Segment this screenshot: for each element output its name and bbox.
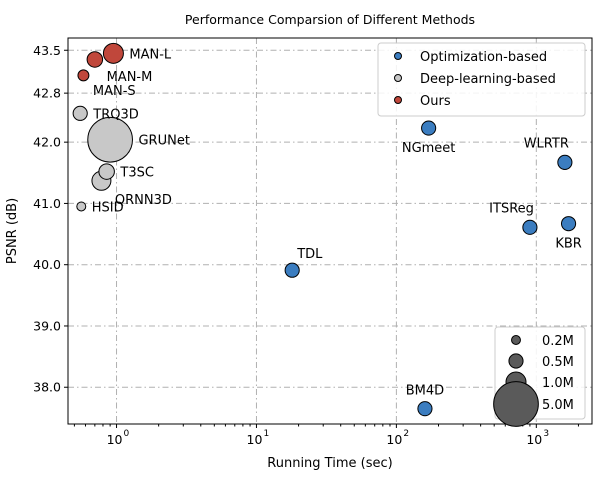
plot-frame: [67, 37, 593, 425]
size-legend-marker: [493, 381, 539, 427]
data-label: BM4D: [406, 384, 444, 399]
data-point: [522, 219, 538, 235]
x-tick-exponent: 2: [403, 429, 409, 439]
size-legend-label: 0.5M: [542, 355, 574, 370]
data-point: [557, 154, 573, 170]
data-label: ITSReg: [489, 201, 534, 216]
data-label: WLRTR: [524, 136, 569, 151]
legend-frame: [377, 42, 586, 117]
data-points: [72, 42, 577, 417]
data-label: TDL: [296, 247, 323, 262]
size-legend-label: 5.0M: [542, 398, 574, 413]
size-legend-label: 0.2M: [542, 334, 574, 349]
data-label: KBR: [555, 237, 581, 252]
y-tick-label: 43.5: [33, 43, 61, 58]
size-legend-marker: [508, 353, 524, 369]
data-label: QRNN3D: [115, 193, 172, 208]
x-axis-label: Running Time (sec): [267, 456, 392, 471]
data-label: MAN-S: [93, 84, 136, 99]
data-point: [98, 163, 115, 180]
data-point: [417, 401, 433, 417]
axis-ticks: 38.039.040.041.042.042.843.510 0 10 1 10 2 10 3: [33, 43, 579, 447]
x-tick-exponent: 0: [124, 429, 130, 439]
size-legend-label: 1.0M: [542, 376, 574, 391]
data-point: [421, 120, 437, 136]
x-tick-label: 10: [386, 432, 402, 447]
data-point: [72, 105, 88, 121]
y-tick-label: 42.0: [33, 135, 61, 150]
data-label: MAN-L: [129, 47, 172, 62]
data-label: NGmeet: [402, 141, 456, 156]
x-tick-exponent: 1: [263, 429, 269, 439]
y-tick-label: 38.0: [33, 380, 61, 395]
x-tick-label: 10: [247, 432, 263, 447]
legend-label: Optimization-based: [420, 50, 547, 65]
data-point: [77, 69, 90, 82]
chart-title: Performance Comparsion of Different Meth…: [185, 12, 475, 27]
data-label: TRQ3D: [92, 107, 138, 122]
legend-marker: [394, 96, 402, 104]
data-label: MAN-M: [107, 70, 153, 85]
data-point: [284, 262, 300, 278]
x-tick-label: 10: [107, 432, 123, 447]
data-point: [86, 51, 104, 68]
data-point: [560, 216, 577, 232]
legend-marker: [394, 52, 402, 60]
legend-label: Ours: [420, 94, 451, 109]
x-tick-exponent: 3: [543, 429, 549, 439]
data-label: GRUNet: [138, 134, 189, 149]
y-tick-label: 40.0: [33, 257, 61, 272]
size-legend-marker: [511, 335, 521, 345]
data-point: [87, 116, 133, 163]
x-tick-label: 10: [526, 432, 542, 447]
data-point: [76, 201, 87, 212]
data-point: [102, 42, 124, 64]
data-label: HSID: [92, 200, 124, 215]
data-label: T3SC: [119, 166, 154, 181]
y-tick-label: 42.8: [33, 86, 61, 101]
category-legend: Optimization-based Deep-learning-based Our…: [377, 42, 586, 117]
y-tick-label: 41.0: [33, 196, 61, 211]
y-tick-label: 39.0: [33, 318, 61, 333]
legend-label: Deep-learning-based: [420, 72, 556, 87]
legend-marker: [394, 74, 402, 82]
y-axis-label: PSNR (dB): [5, 198, 20, 264]
size-legend: 0.2M 0.5M 1.0M 5.0M: [493, 326, 586, 427]
